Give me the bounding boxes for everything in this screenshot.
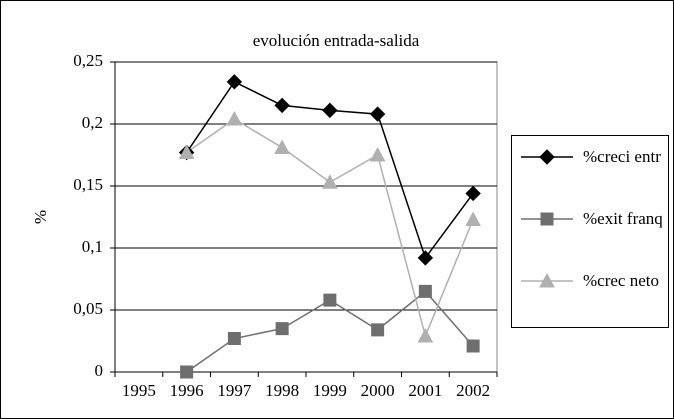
marker xyxy=(539,272,555,288)
marker xyxy=(369,146,386,162)
x-tick-label: 2001 xyxy=(408,381,442,400)
marker xyxy=(274,97,290,114)
y-tick-label: 0,2 xyxy=(82,113,103,132)
x-tick-label: 1996 xyxy=(170,381,204,400)
marker xyxy=(227,332,241,346)
marker xyxy=(322,102,338,119)
marker xyxy=(323,293,337,307)
marker xyxy=(417,250,434,266)
marker xyxy=(539,149,555,165)
x-tick-label: 1999 xyxy=(313,381,347,400)
x-tick-label: 1998 xyxy=(265,381,299,400)
x-tick-label: 2000 xyxy=(361,381,395,400)
marker xyxy=(180,365,194,379)
marker xyxy=(226,110,243,126)
marker xyxy=(540,212,554,226)
marker xyxy=(275,322,289,336)
marker xyxy=(417,327,434,343)
y-tick-label: 0,05 xyxy=(73,299,103,318)
marker xyxy=(226,74,243,90)
marker xyxy=(465,211,481,226)
marker xyxy=(371,323,385,337)
marker xyxy=(465,185,481,202)
x-tick-label: 2002 xyxy=(456,381,490,400)
y-tick-label: 0,15 xyxy=(73,175,103,194)
y-tick-label: 0,1 xyxy=(82,237,103,256)
legend-label: %exit franq xyxy=(583,209,663,228)
marker xyxy=(322,174,338,189)
y-axis-label: % xyxy=(31,210,50,224)
x-tick-label: 1995 xyxy=(122,381,156,400)
marker xyxy=(274,139,290,155)
legend-label: %crec neto xyxy=(583,271,659,290)
y-tick-label: 0 xyxy=(95,361,104,380)
marker xyxy=(369,106,386,122)
legend-box xyxy=(511,135,669,328)
y-tick-label: 0,25 xyxy=(73,51,103,70)
x-tick-label: 1997 xyxy=(217,381,252,400)
marker xyxy=(418,284,432,298)
marker xyxy=(466,339,480,353)
chart-title: evolución entrada-salida xyxy=(253,31,420,50)
marker xyxy=(178,144,195,160)
legend-label: %creci entr xyxy=(583,147,661,166)
